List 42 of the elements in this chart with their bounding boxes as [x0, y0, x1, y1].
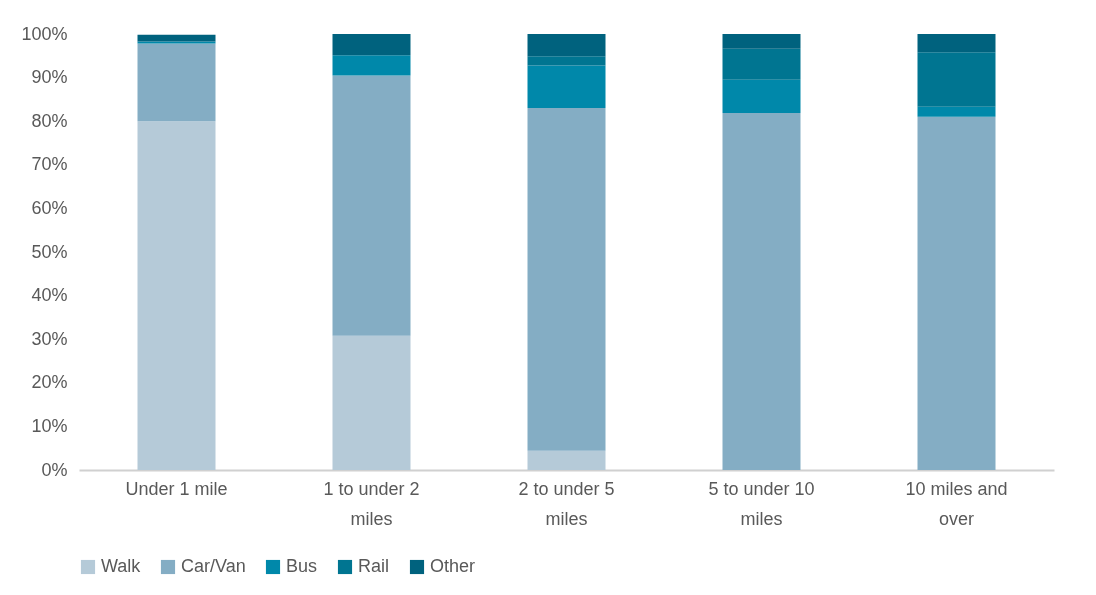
- x-tick-label: 10 miles and over: [905, 478, 1008, 529]
- y-tick-label: 30%: [31, 328, 68, 349]
- bar: [527, 56, 606, 66]
- bar: [722, 48, 801, 80]
- bar: [527, 108, 606, 451]
- bar: [527, 65, 606, 109]
- bar: [722, 112, 801, 470]
- bar: [332, 335, 411, 470]
- legend-label: Other: [430, 556, 476, 576]
- bar: [917, 106, 996, 117]
- x-tick-label: Under 1 mile: [125, 478, 228, 499]
- bar: [722, 34, 801, 49]
- bar: [137, 43, 216, 122]
- y-tick-label: 0%: [41, 459, 68, 480]
- x-tick-label: 1 to under 2 miles: [323, 478, 420, 529]
- bar: [722, 79, 801, 113]
- bar: [137, 121, 216, 470]
- x-tick-label: 5 to under 10 miles: [708, 478, 815, 529]
- bar: [917, 116, 996, 470]
- legend-label: Walk: [101, 556, 142, 576]
- bar: [137, 34, 216, 42]
- y-tick-label: 100%: [21, 23, 68, 44]
- bar: [527, 450, 606, 470]
- bar: [332, 75, 411, 336]
- bar: [137, 41, 216, 44]
- bar: [527, 34, 606, 57]
- y-tick-label: 60%: [31, 197, 68, 218]
- y-tick-label: 50%: [31, 241, 68, 262]
- legend-label: Rail: [358, 556, 390, 576]
- bar: [917, 34, 996, 53]
- y-tick-label: 90%: [31, 67, 68, 88]
- y-tick-label: 20%: [31, 372, 68, 393]
- y-tick-label: 40%: [31, 285, 68, 306]
- y-tick-label: 80%: [31, 110, 68, 131]
- bar: [917, 52, 996, 107]
- bar: [332, 55, 411, 76]
- y-tick-label: 10%: [31, 415, 68, 436]
- bar: [332, 34, 411, 56]
- y-tick-label: 70%: [31, 154, 68, 175]
- legend-label: Bus: [286, 556, 318, 576]
- x-tick-label: 2 to under 5 miles: [518, 478, 615, 529]
- legend-label: Car/Van: [181, 556, 246, 576]
